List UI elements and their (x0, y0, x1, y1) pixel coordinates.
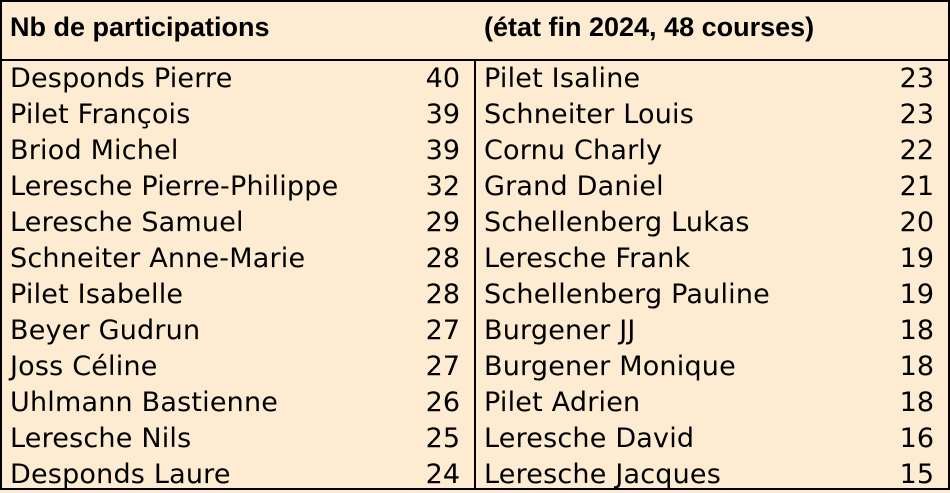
table-row: Joss Céline 27 (2, 349, 474, 385)
right-column: Pilet Isaline 23 Schneiter Louis 23 Cornu … (476, 61, 948, 490)
participation-count: 19 (899, 243, 934, 274)
participant-name: Beyer Gudrun (10, 315, 201, 346)
participation-count: 27 (425, 351, 460, 382)
participation-count: 25 (425, 423, 460, 454)
participation-count: 29 (425, 207, 460, 238)
header-title: Nb de participations (10, 12, 270, 42)
table-row: Schellenberg Lukas 20 (476, 205, 948, 241)
participant-name: Desponds Laure (10, 459, 231, 490)
table-row: Leresche Jacques 15 (476, 457, 948, 493)
participation-count: 23 (899, 99, 934, 130)
table-row: Cornu Charly 22 (476, 133, 948, 169)
table-row: Pilet Isabelle 28 (2, 277, 474, 313)
table-row: Burgener JJ 18 (476, 313, 948, 349)
participant-name: Burgener Monique (484, 351, 736, 382)
header-subtitle: (état fin 2024, 48 courses) (484, 12, 815, 42)
table-row: Grand Daniel 21 (476, 169, 948, 205)
table-row: Uhlmann Bastienne 26 (2, 385, 474, 421)
participation-count: 32 (425, 171, 460, 202)
table-row: Leresche Pierre-Philippe 32 (2, 169, 474, 205)
participant-name: Schneiter Louis (484, 99, 694, 130)
table-row: Schneiter Louis 23 (476, 97, 948, 133)
left-column: Desponds Pierre 40 Pilet François 39 Briod… (2, 61, 476, 490)
participant-name: Briod Michel (10, 135, 179, 166)
participant-name: Pilet Isabelle (10, 279, 184, 310)
table-row: Pilet François 39 (2, 97, 474, 133)
participant-name: Joss Céline (10, 351, 158, 382)
participant-name: Leresche Jacques (484, 459, 721, 490)
participation-count: 15 (899, 459, 934, 490)
table-row: Schellenberg Pauline 19 (476, 277, 948, 313)
participant-name: Schellenberg Pauline (484, 279, 770, 310)
table-row: Beyer Gudrun 27 (2, 313, 474, 349)
participation-count: 20 (899, 207, 934, 238)
participation-count: 28 (425, 243, 460, 274)
table-row: Leresche Samuel 29 (2, 205, 474, 241)
participation-count: 18 (899, 351, 934, 382)
table-row: Briod Michel 39 (2, 133, 474, 169)
participant-name: Cornu Charly (484, 135, 663, 166)
participation-count: 16 (899, 423, 934, 454)
participation-count: 40 (425, 63, 460, 94)
participant-name: Pilet François (10, 99, 191, 130)
participant-name: Leresche Pierre-Philippe (10, 171, 339, 202)
participant-name: Leresche Samuel (10, 207, 244, 238)
participation-count: 23 (899, 63, 934, 94)
table-row: Desponds Laure 24 (2, 457, 474, 493)
table-header: Nb de participations (état fin 2024, 48 … (2, 2, 948, 61)
participation-count: 27 (425, 315, 460, 346)
participation-count: 18 (899, 315, 934, 346)
participant-name: Pilet Adrien (484, 387, 641, 418)
table-row: Leresche Frank 19 (476, 241, 948, 277)
table-row: Desponds Pierre 40 (2, 61, 474, 97)
participation-count: 18 (899, 387, 934, 418)
participant-name: Uhlmann Bastienne (10, 387, 279, 418)
participant-name: Burgener JJ (484, 315, 636, 346)
participant-name: Desponds Pierre (10, 63, 233, 94)
participant-name: Leresche Nils (10, 423, 192, 454)
participant-name: Grand Daniel (484, 171, 664, 202)
table-row: Leresche Nils 25 (2, 421, 474, 457)
table-row: Burgener Monique 18 (476, 349, 948, 385)
table-row: Leresche David 16 (476, 421, 948, 457)
participant-name: Schellenberg Lukas (484, 207, 750, 238)
table-row: Pilet Adrien 18 (476, 385, 948, 421)
participation-count: 28 (425, 279, 460, 310)
participation-count: 19 (899, 279, 934, 310)
participant-name: Schneiter Anne-Marie (10, 243, 306, 274)
participation-count: 22 (899, 135, 934, 166)
participation-count: 21 (899, 171, 934, 202)
participation-count: 24 (425, 459, 460, 490)
participant-name: Pilet Isaline (484, 63, 641, 94)
participation-count: 39 (425, 99, 460, 130)
table-row: Pilet Isaline 23 (476, 61, 948, 97)
participant-name: Leresche Frank (484, 243, 691, 274)
participant-name: Leresche David (484, 423, 695, 454)
table-row: Schneiter Anne-Marie 28 (2, 241, 474, 277)
participation-count: 39 (425, 135, 460, 166)
participation-count: 26 (425, 387, 460, 418)
